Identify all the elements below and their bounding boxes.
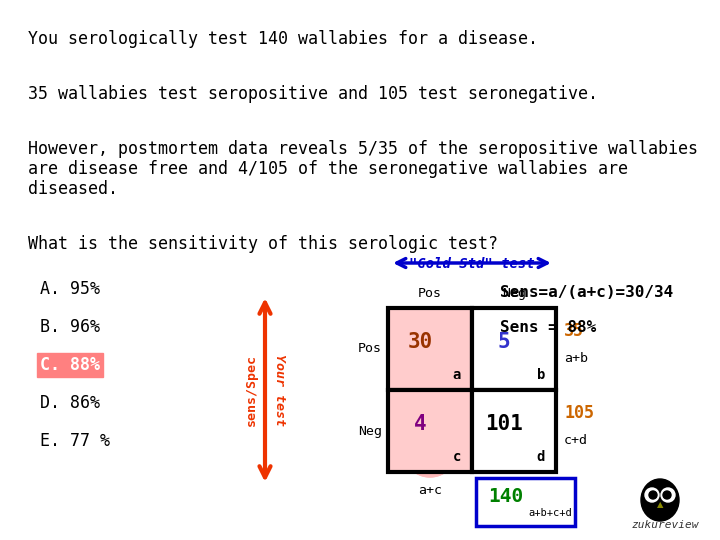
Circle shape (645, 488, 659, 502)
Text: 140: 140 (488, 487, 523, 506)
Text: diseased.: diseased. (28, 180, 118, 198)
Text: a: a (453, 368, 461, 382)
Text: sens/Spec: sens/Spec (245, 354, 258, 426)
Text: ▲: ▲ (657, 501, 663, 510)
Text: Neg: Neg (502, 287, 526, 300)
Text: Neg: Neg (358, 424, 382, 437)
Circle shape (661, 488, 675, 502)
Text: What is the sensitivity of this serologic test?: What is the sensitivity of this serologi… (28, 235, 498, 253)
Text: E. 77 %: E. 77 % (40, 432, 110, 450)
Text: a+c: a+c (418, 484, 442, 497)
Text: 101: 101 (485, 414, 523, 435)
Text: 35: 35 (564, 322, 584, 340)
Ellipse shape (641, 479, 679, 521)
Text: A. 95%: A. 95% (40, 280, 100, 298)
Text: b+d: b+d (502, 484, 526, 497)
Circle shape (649, 491, 657, 499)
Text: b: b (536, 368, 545, 382)
Bar (388, 308, 472, 390)
Text: d: d (536, 450, 545, 464)
Text: Your test: Your test (272, 354, 286, 426)
Text: B. 96%: B. 96% (40, 318, 100, 336)
Bar (472, 308, 556, 390)
Bar (388, 390, 472, 472)
Bar (472, 390, 556, 472)
Text: However, postmortem data reveals 5/35 of the seropositive wallabies: However, postmortem data reveals 5/35 of… (28, 140, 698, 158)
Text: Sens = 88%: Sens = 88% (500, 320, 596, 335)
Text: a+b+c+d: a+b+c+d (528, 508, 572, 517)
Text: Pos: Pos (358, 342, 382, 355)
Text: Pos: Pos (418, 287, 442, 300)
Text: c: c (453, 450, 461, 464)
Bar (476, 478, 575, 526)
Text: D. 86%: D. 86% (40, 394, 100, 412)
Text: c+d: c+d (564, 434, 588, 447)
Text: C. 88%: C. 88% (40, 356, 100, 374)
Text: Sens=a/(a+c)=30/34: Sens=a/(a+c)=30/34 (500, 285, 673, 300)
Circle shape (663, 491, 671, 499)
Text: 105: 105 (564, 404, 594, 422)
Text: 5: 5 (498, 333, 510, 353)
Text: zukureview: zukureview (631, 520, 698, 530)
Text: 30: 30 (408, 333, 433, 353)
Text: a+b: a+b (564, 352, 588, 366)
Text: 4: 4 (413, 414, 426, 435)
Text: 35 wallabies test seropositive and 105 test seronegative.: 35 wallabies test seropositive and 105 t… (28, 85, 598, 103)
Text: You serologically test 140 wallabies for a disease.: You serologically test 140 wallabies for… (28, 30, 538, 48)
Text: are disease free and 4/105 of the seronegative wallabies are: are disease free and 4/105 of the serone… (28, 160, 628, 178)
Text: "Gold Std" test: "Gold Std" test (409, 257, 535, 271)
